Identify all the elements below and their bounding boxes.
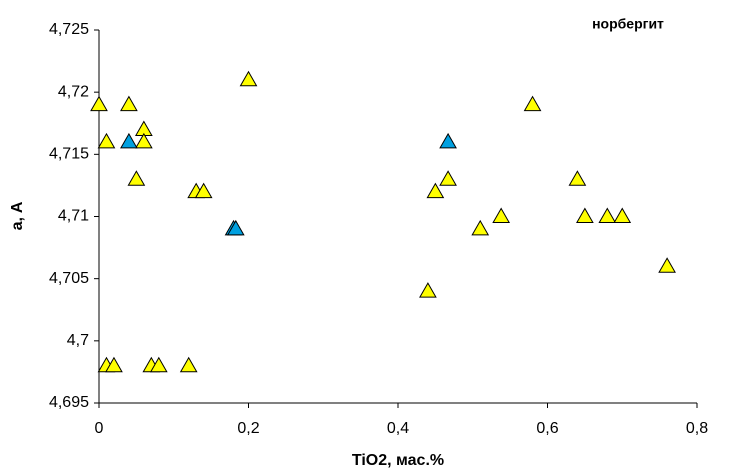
marker xyxy=(105,356,123,373)
marker xyxy=(658,257,676,273)
marker xyxy=(179,356,198,373)
marker xyxy=(419,282,437,298)
x-tick-label: 0,4 xyxy=(387,420,409,437)
x-tick-label: 0,2 xyxy=(237,420,259,437)
y-tick-label: 4,705 xyxy=(49,270,89,287)
marker xyxy=(439,170,457,186)
marker xyxy=(90,95,108,112)
marker xyxy=(120,95,138,112)
marker xyxy=(426,182,445,199)
marker xyxy=(134,132,153,149)
y-tick-label: 4,725 xyxy=(49,21,89,38)
annotation: норбергит xyxy=(592,16,664,32)
y-tick-label: 4,72 xyxy=(58,83,89,100)
marker xyxy=(194,182,213,199)
marker xyxy=(613,207,632,223)
y-tick-label: 4,7 xyxy=(67,332,89,349)
marker xyxy=(149,356,168,373)
marker xyxy=(576,207,594,223)
marker xyxy=(568,170,587,186)
marker xyxy=(226,219,245,236)
y-axis-label: a, A xyxy=(9,201,26,230)
marker xyxy=(471,219,490,236)
marker xyxy=(239,70,258,87)
marker xyxy=(439,132,457,149)
marker xyxy=(598,207,617,223)
x-tick-label: 0,8 xyxy=(686,420,708,437)
x-tick-label: 0,6 xyxy=(536,420,558,437)
y-tick-label: 4,71 xyxy=(58,208,89,225)
x-tick-label: 0 xyxy=(95,420,104,437)
marker xyxy=(120,132,138,149)
marker xyxy=(492,207,511,223)
marker xyxy=(127,170,146,186)
x-axis-label: TiO2, мас.% xyxy=(352,452,444,469)
marker xyxy=(97,132,116,149)
y-tick-label: 4,715 xyxy=(49,146,89,163)
marker xyxy=(523,95,542,112)
y-tick-label: 4,695 xyxy=(49,394,89,411)
